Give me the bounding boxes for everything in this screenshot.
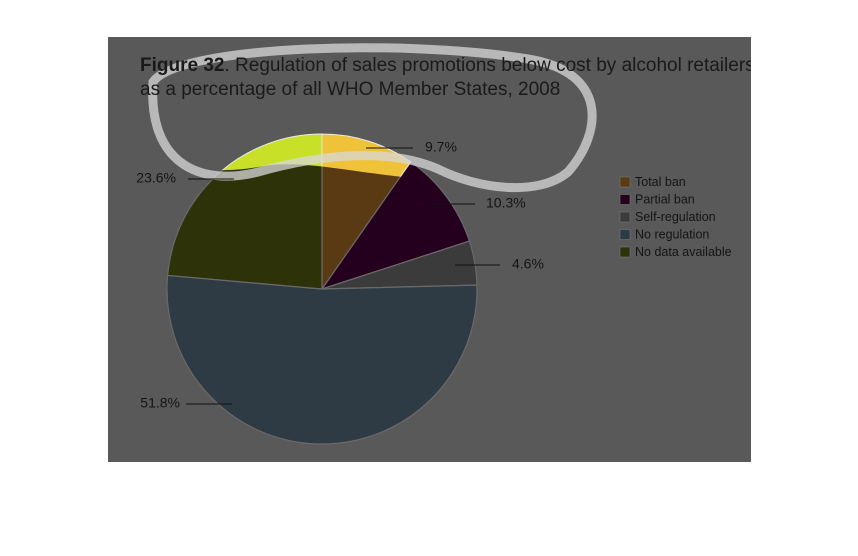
data-label-no-data-available: 23.6% <box>136 170 176 186</box>
legend-label-no-data-available: No data available <box>635 245 732 259</box>
legend-item-self-regulation: Self-regulation <box>619 210 716 224</box>
data-labels: 9.7% 10.3% 4.6% 51.8% 23.6% <box>136 139 544 411</box>
legend-label-self-regulation: Self-regulation <box>635 210 716 224</box>
data-label-no-regulation: 51.8% <box>140 395 180 411</box>
legend-item-partial-ban: Partial ban <box>619 193 695 207</box>
figure-number: Figure 32 <box>140 55 224 76</box>
legend-swatch-no-regulation <box>619 229 631 240</box>
legend-item-no-regulation: No regulation <box>619 228 709 242</box>
chart-title-line1: Figure 32. Regulation of sales promotion… <box>140 55 751 76</box>
pie-slice-no-regulation <box>166 274 478 445</box>
legend: Total ban Partial ban Self-regulation No re… <box>619 175 732 259</box>
pie-chart: Figure 32. Regulation of sales promotion… <box>136 43 751 445</box>
data-label-self-regulation: 4.6% <box>512 256 544 272</box>
legend-swatch-total-ban <box>619 176 631 188</box>
legend-swatch-no-data-available <box>619 246 631 258</box>
pie-slices <box>166 133 478 445</box>
legend-label-partial-ban: Partial ban <box>635 193 695 207</box>
legend-item-total-ban: Total ban <box>619 175 686 189</box>
legend-label-total-ban: Total ban <box>635 175 686 189</box>
data-label-partial-ban: 10.3% <box>486 195 526 211</box>
legend-swatch-partial-ban <box>619 194 631 205</box>
highlight-annotation <box>148 43 597 193</box>
chart-title-line2: as a percentage of all WHO Member States… <box>140 79 560 100</box>
legend-item-no-data-available: No data available <box>619 245 732 259</box>
legend-swatch-self-regulation <box>619 211 631 223</box>
title-rest: . Regulation of sales promotions below c… <box>224 55 751 76</box>
legend-label-no-regulation: No regulation <box>635 228 709 242</box>
data-label-total-ban: 9.7% <box>425 139 457 155</box>
chart-figure: Figure 32. Regulation of sales promotion… <box>108 37 751 462</box>
leader-lines <box>186 147 500 405</box>
